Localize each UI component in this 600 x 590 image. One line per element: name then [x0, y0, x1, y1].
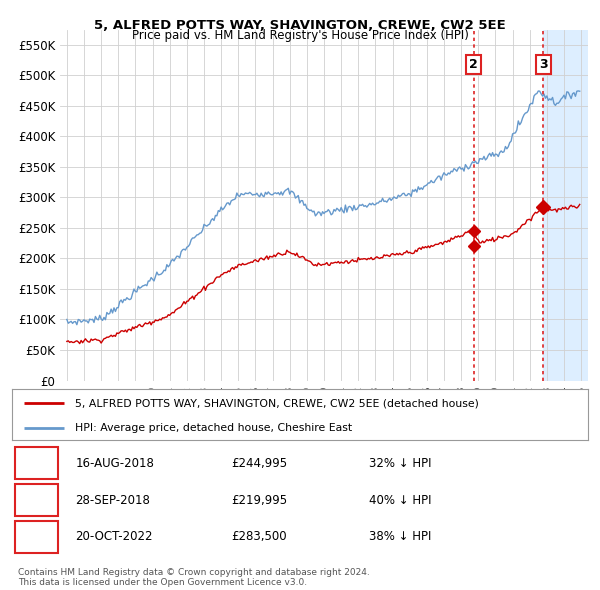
Text: 5, ALFRED POTTS WAY, SHAVINGTON, CREWE, CW2 5EE (detached house): 5, ALFRED POTTS WAY, SHAVINGTON, CREWE, …: [76, 398, 479, 408]
Text: 3: 3: [539, 58, 548, 71]
Text: 28-SEP-2018: 28-SEP-2018: [76, 493, 150, 507]
Text: Contains HM Land Registry data © Crown copyright and database right 2024.
This d: Contains HM Land Registry data © Crown c…: [18, 568, 370, 587]
Text: HPI: Average price, detached house, Cheshire East: HPI: Average price, detached house, Ches…: [76, 422, 352, 432]
Text: £219,995: £219,995: [231, 493, 287, 507]
FancyBboxPatch shape: [15, 484, 58, 516]
Text: 3: 3: [32, 530, 41, 543]
Text: Price paid vs. HM Land Registry's House Price Index (HPI): Price paid vs. HM Land Registry's House …: [131, 30, 469, 42]
Text: 32% ↓ HPI: 32% ↓ HPI: [369, 457, 431, 470]
Text: £283,500: £283,500: [231, 530, 287, 543]
FancyBboxPatch shape: [15, 447, 58, 479]
Text: 38% ↓ HPI: 38% ↓ HPI: [369, 530, 431, 543]
Text: 2: 2: [32, 493, 41, 507]
Text: 5, ALFRED POTTS WAY, SHAVINGTON, CREWE, CW2 5EE: 5, ALFRED POTTS WAY, SHAVINGTON, CREWE, …: [94, 19, 506, 32]
Text: £244,995: £244,995: [231, 457, 287, 470]
Text: 40% ↓ HPI: 40% ↓ HPI: [369, 493, 431, 507]
Text: 20-OCT-2022: 20-OCT-2022: [76, 530, 153, 543]
Bar: [543, 30, 600, 381]
Text: 16-AUG-2018: 16-AUG-2018: [76, 457, 154, 470]
Text: 2: 2: [469, 58, 478, 71]
FancyBboxPatch shape: [15, 521, 58, 553]
Text: 1: 1: [32, 457, 41, 470]
